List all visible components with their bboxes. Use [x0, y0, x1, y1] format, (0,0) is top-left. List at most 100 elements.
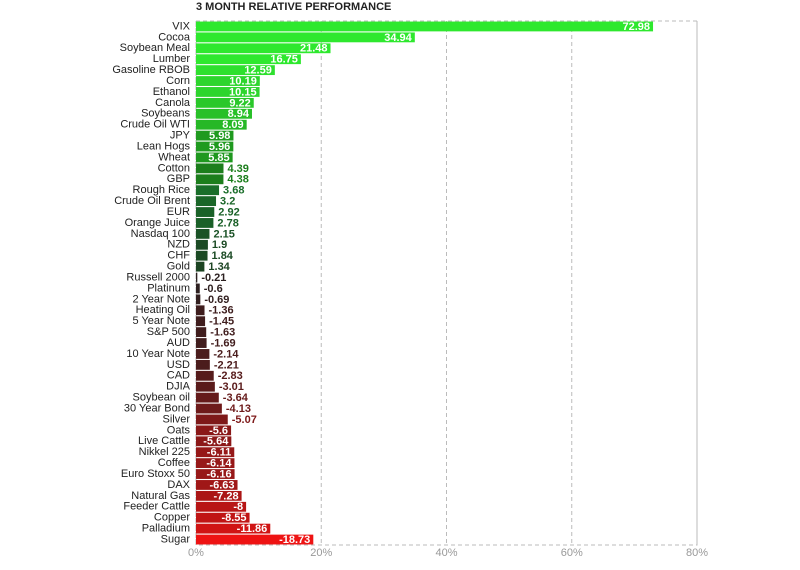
bar: [196, 65, 275, 76]
bar: [196, 97, 254, 108]
bar: [196, 370, 214, 381]
value-label: 1.9: [212, 239, 227, 251]
y-tick-label: Cotton: [158, 162, 190, 174]
value-label: 2.78: [217, 217, 238, 229]
bar: [196, 447, 235, 458]
value-label: 72.98: [623, 21, 651, 33]
x-tick-label: 0%: [188, 547, 204, 559]
value-label: 4.39: [227, 163, 248, 175]
y-tick-label: Soybean Meal: [120, 42, 190, 54]
bar: [196, 87, 260, 97]
y-tick-label: 30 Year Bond: [124, 402, 190, 414]
y-tick-label: Lean Hogs: [137, 140, 191, 152]
value-label: 5.98: [209, 130, 230, 142]
y-tick-label: Heating Oil: [136, 304, 190, 316]
value-label: -11.86: [237, 523, 268, 535]
value-label: 1.34: [208, 261, 230, 273]
y-tick-label: EUR: [167, 206, 190, 218]
value-label: 34.94: [384, 32, 412, 44]
y-tick-label: GBP: [167, 173, 190, 185]
bar: [196, 392, 219, 403]
bar: [196, 239, 208, 250]
y-tick-label: S&P 500: [147, 326, 190, 338]
bar: [196, 469, 235, 479]
value-label: -1.63: [210, 327, 235, 339]
y-tick-label: Corn: [166, 75, 190, 87]
y-tick-label: Crude Oil WTI: [120, 119, 190, 131]
y-tick-label: CAD: [167, 370, 190, 382]
bar: [196, 534, 314, 545]
y-tick-label: Nasdaq 100: [131, 228, 190, 240]
bar: [196, 54, 301, 65]
y-tick-label: Gold: [167, 261, 190, 273]
x-tick-label: 40%: [435, 547, 457, 559]
y-tick-label: Crude Oil Brent: [114, 195, 190, 207]
bar: [196, 512, 250, 523]
value-label: -4.13: [226, 403, 251, 415]
y-tick-label: Coffee: [158, 457, 190, 469]
value-label: 9.22: [229, 97, 250, 109]
y-tick-label: Sugar: [161, 533, 191, 545]
bar: [196, 218, 214, 228]
bar: [196, 141, 234, 152]
value-label: -5.07: [232, 414, 257, 426]
bar: [196, 403, 222, 414]
bar: [196, 152, 233, 163]
bar: [196, 207, 215, 217]
value-label: -2.14: [213, 348, 239, 360]
bar: [196, 381, 215, 392]
value-label: -3.01: [219, 381, 244, 393]
bar: [196, 316, 206, 327]
value-label: -1.45: [209, 316, 234, 328]
y-tick-label: 2 Year Note: [133, 293, 191, 305]
y-tick-label: Lumber: [153, 53, 191, 65]
bar: [196, 261, 205, 272]
value-label: -0.21: [201, 272, 226, 284]
value-label: -5.6: [209, 425, 228, 437]
value-label: 2.92: [218, 206, 239, 218]
bar: [196, 349, 210, 359]
value-label: 21.48: [300, 43, 328, 55]
value-label: -6.16: [206, 468, 231, 480]
value-label: -18.73: [279, 534, 310, 546]
bar: [196, 163, 224, 174]
y-tick-label: Oats: [167, 424, 191, 436]
bar: [196, 250, 208, 261]
value-label: 8.94: [228, 108, 250, 120]
bar: [196, 228, 210, 239]
y-tick-label: DJIA: [166, 381, 191, 393]
bar: [196, 480, 238, 490]
y-tick-label: Russell 2000: [126, 271, 190, 283]
bar: [196, 32, 415, 43]
value-label: -1.69: [211, 337, 236, 349]
value-label: -3.64: [223, 392, 249, 404]
bar: [196, 174, 224, 185]
y-tick-label: Copper: [154, 512, 190, 524]
bar: [196, 196, 217, 207]
y-tick-label: Soybeans: [141, 108, 190, 120]
y-tick-label: Canola: [155, 97, 191, 109]
y-tick-label: Orange Juice: [125, 217, 190, 229]
bar: [196, 294, 201, 305]
bar: [196, 359, 210, 370]
value-label: -2.83: [218, 370, 243, 382]
y-tick-label: Gasoline RBOB: [112, 64, 190, 76]
value-label: -8: [233, 501, 243, 513]
bar: [196, 338, 207, 348]
value-label: -8.55: [221, 512, 246, 524]
y-tick-label: Nikkel 225: [139, 446, 190, 458]
bar: [196, 414, 228, 425]
y-tick-label: Feeder Cattle: [123, 501, 190, 513]
value-label: -7.28: [214, 490, 239, 502]
value-label: -1.36: [209, 305, 234, 317]
value-label: -6.63: [209, 479, 234, 491]
value-label: 4.38: [227, 174, 248, 186]
bar: [196, 185, 220, 196]
y-tick-label: Ethanol: [153, 86, 190, 98]
x-tick-label: 20%: [310, 547, 332, 559]
value-label: 3.2: [220, 196, 235, 208]
y-tick-label: DAX: [167, 479, 190, 491]
y-tick-label: JPY: [170, 130, 191, 142]
y-tick-label: Rough Rice: [133, 184, 190, 196]
